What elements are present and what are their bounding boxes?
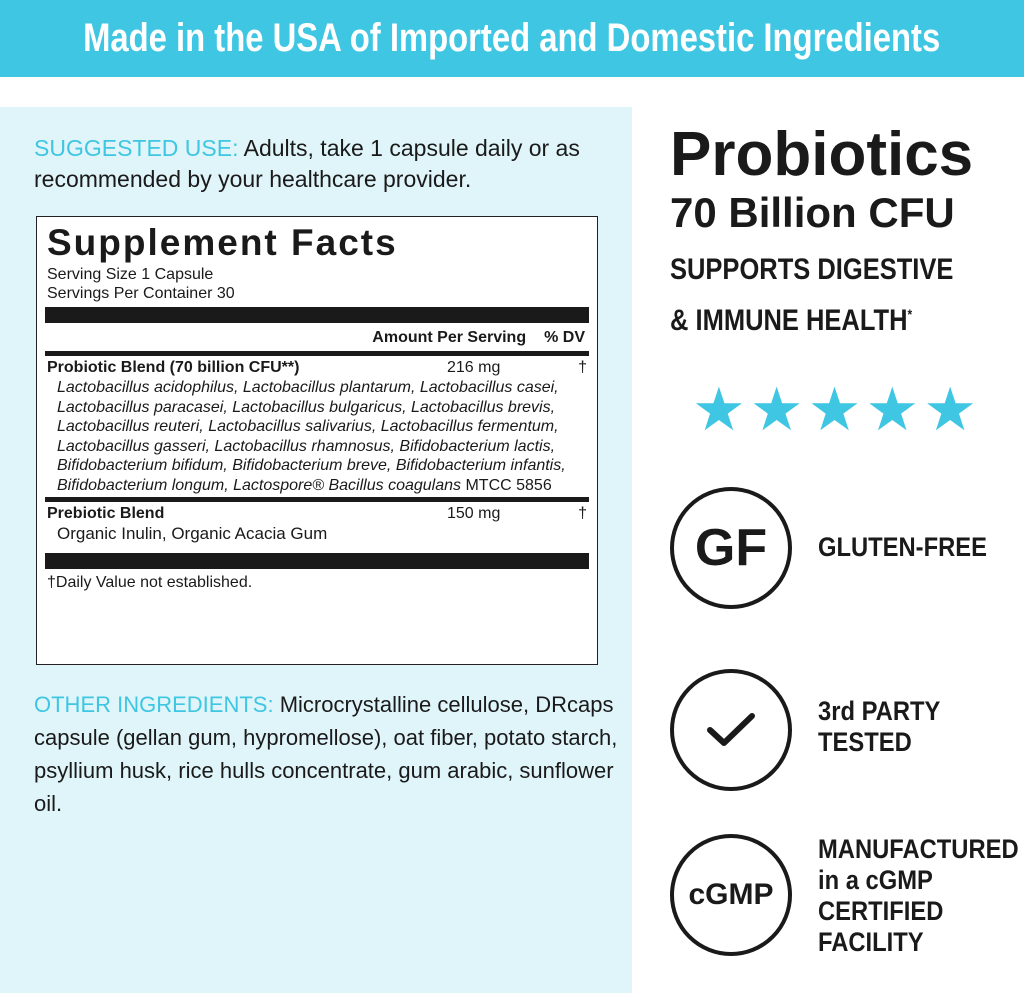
ingredient-detail: Lactobacillus acidophilus, Lactobacillus… bbox=[47, 378, 587, 495]
facts-row: Prebiotic Blend 150 mg † bbox=[47, 504, 587, 524]
star-icon: ★ bbox=[692, 376, 746, 443]
other-ingredients: OTHER INGREDIENTS: Microcrystalline cell… bbox=[34, 688, 624, 820]
star-icon: ★ bbox=[923, 376, 977, 443]
badge-label-line: TESTED bbox=[818, 727, 912, 757]
star-icon: ★ bbox=[749, 376, 804, 443]
claim-line-1: SUPPORTS DIGESTIVE bbox=[670, 253, 954, 286]
claim-line-2: & IMMUNE HEALTH bbox=[670, 304, 908, 337]
ingredient-name: Probiotic Blend (70 billion CFU**) bbox=[47, 359, 300, 376]
badge-label: MANUFACTURED in a cGMP CERTIFIED FACILITY bbox=[818, 834, 1019, 958]
facts-row: Probiotic Blend (70 billion CFU**) 216 mg… bbox=[47, 358, 587, 378]
ingredient-name: Prebiotic Blend bbox=[47, 505, 165, 522]
strain-list: Lactobacillus acidophilus, Lactobacillus… bbox=[57, 379, 566, 494]
strain-id: MTCC 5856 bbox=[461, 476, 552, 494]
divider bbox=[45, 307, 589, 323]
suggested-use-text: Adults, take 1 capsule daily or as recom… bbox=[34, 135, 580, 192]
star-rating: ★ ★ ★ ★ ★ bbox=[692, 380, 977, 440]
suggested-use-label: SUGGESTED USE: bbox=[34, 135, 239, 161]
cgmp-icon: cGMP bbox=[688, 878, 774, 911]
ingredient-dv: † bbox=[578, 359, 587, 376]
cgmp-badge: cGMP bbox=[670, 834, 792, 956]
footnote: †Daily Value not established. bbox=[47, 574, 253, 591]
badge-label-line: CERTIFIED bbox=[818, 896, 944, 926]
divider bbox=[45, 497, 589, 502]
gluten-free-badge: GF bbox=[670, 487, 792, 609]
dv-header: % DV bbox=[544, 329, 585, 346]
supplement-facts-box: Supplement Facts Serving Size 1 Capsule … bbox=[36, 216, 598, 665]
facts-header: Amount Per Serving % DV bbox=[47, 327, 587, 349]
ingredient-detail: Organic Inulin, Organic Acacia Gum bbox=[57, 524, 328, 543]
badge-label-line: MANUFACTURED bbox=[818, 834, 1019, 864]
banner-text: Made in the USA of Imported and Domestic… bbox=[83, 16, 941, 60]
product-title: Probiotics bbox=[670, 120, 974, 189]
check-icon bbox=[707, 713, 755, 746]
ingredient-amount: 216 mg bbox=[447, 359, 501, 376]
facts-title: Supplement Facts bbox=[47, 222, 398, 263]
other-ingredients-label: OTHER INGREDIENTS: bbox=[34, 692, 274, 717]
product-claim: SUPPORTS DIGESTIVE & IMMUNE HEALTH* bbox=[670, 248, 971, 343]
badge-label: GLUTEN-FREE bbox=[818, 532, 987, 562]
top-banner: Made in the USA of Imported and Domestic… bbox=[0, 0, 1024, 77]
star-icon: ★ bbox=[865, 376, 920, 443]
star-icon: ★ bbox=[807, 376, 862, 443]
serving-size: Serving Size 1 Capsule bbox=[47, 266, 214, 283]
suggested-use: SUGGESTED USE: Adults, take 1 capsule da… bbox=[34, 133, 594, 195]
servings-per-container: Servings Per Container 30 bbox=[47, 285, 235, 302]
amount-header: Amount Per Serving bbox=[372, 329, 527, 346]
badge-label-line: 3rd PARTY bbox=[818, 696, 941, 726]
divider bbox=[45, 351, 589, 356]
badge-label: 3rd PARTY TESTED bbox=[818, 696, 940, 758]
claim-asterisk: * bbox=[907, 306, 913, 322]
badge-label-line: FACILITY bbox=[818, 927, 924, 957]
divider bbox=[45, 553, 589, 569]
product-info: Probiotics 70 Billion CFU SUPPORTS DIGES… bbox=[670, 120, 1024, 343]
gf-icon: GF bbox=[694, 519, 768, 577]
ingredient-amount: 150 mg bbox=[447, 505, 501, 522]
product-cfu: 70 Billion CFU bbox=[670, 189, 955, 236]
other-ingredients-text: Microcrystalline cellulose, DRcaps capsu… bbox=[34, 692, 618, 816]
badge-label-line: in a cGMP bbox=[818, 865, 933, 895]
ingredient-dv: † bbox=[578, 505, 587, 522]
third-party-badge bbox=[670, 669, 792, 791]
